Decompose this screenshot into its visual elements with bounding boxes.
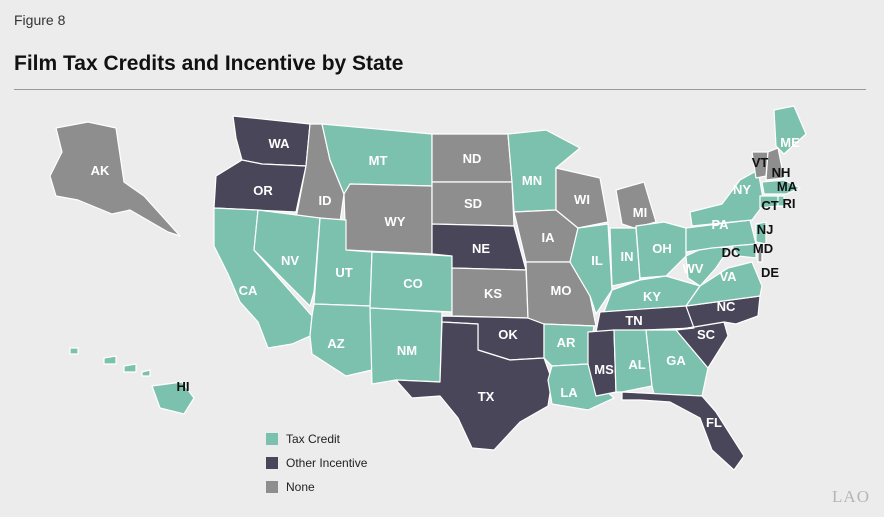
state-va (685, 261, 763, 307)
figure-title: Film Tax Credits and Incentive by State (14, 52, 404, 75)
state-label-nc: NC (717, 299, 736, 314)
state-nj (755, 221, 767, 245)
state-label-sc: SC (697, 327, 716, 342)
state-label-tn: TN (625, 313, 642, 328)
state-label-la: LA (560, 385, 578, 400)
state-label-ut: UT (335, 265, 352, 280)
state-label-ct: CT (761, 198, 778, 213)
state-label-or: OR (253, 183, 273, 198)
state-label-ga: GA (666, 353, 686, 368)
state-label-wa: WA (269, 136, 291, 151)
state-label-fl: FL (706, 415, 722, 430)
state-label-ny: NY (733, 182, 751, 197)
state-md (731, 243, 757, 259)
title-divider (14, 89, 866, 90)
state-label-wv: WV (683, 261, 704, 276)
state-fl (621, 391, 745, 471)
state-nh (765, 147, 785, 181)
state-label-ca: CA (239, 283, 258, 298)
state-me (773, 105, 807, 155)
state-de (757, 245, 763, 263)
legend-swatch (266, 481, 278, 493)
state-label-nm: NM (397, 343, 417, 358)
legend-item-tax-credit: Tax Credit (266, 427, 367, 451)
state-label-ia: IA (542, 230, 556, 245)
state-ms (587, 329, 617, 397)
state-label-mn: MN (522, 173, 542, 188)
state-label-sd: SD (464, 196, 482, 211)
state-il (569, 223, 613, 315)
state-label-pa: PA (711, 217, 729, 232)
state-label-ms: MS (594, 362, 614, 377)
state-label-mo: MO (551, 283, 572, 298)
state-label-ne: NE (472, 241, 490, 256)
state-label-az: AZ (327, 336, 344, 351)
state-label-il: IL (591, 253, 603, 268)
state-or (213, 159, 307, 213)
state-label-ri: RI (783, 196, 796, 211)
state-label-dc: DC (722, 245, 741, 260)
state-label-nj: NJ (757, 222, 774, 237)
state-label-ks: KS (484, 286, 502, 301)
figure-label: Figure 8 (14, 12, 66, 28)
state-label-tx: TX (478, 389, 495, 404)
legend-item-none: None (266, 475, 367, 499)
legend-swatch (266, 457, 278, 469)
state-hi (69, 347, 195, 415)
state-label-ok: OK (498, 327, 518, 342)
state-ri (777, 195, 785, 207)
state-label-me: ME (780, 135, 800, 150)
legend-item-other-incentive: Other Incentive (266, 451, 367, 475)
state-label-ky: KY (643, 289, 661, 304)
legend-label: Other Incentive (286, 456, 368, 470)
state-label-vt: VT (752, 155, 769, 170)
lao-logo: LAO (832, 487, 870, 506)
state-label-al: AL (628, 357, 645, 372)
state-label-wi: WI (574, 192, 590, 207)
legend-label: Tax Credit (286, 432, 341, 446)
legend: Tax Credit Other Incentive None (266, 427, 367, 499)
legend-label: None (286, 480, 315, 494)
state-label-ak: AK (91, 163, 110, 178)
state-label-in: IN (621, 249, 634, 264)
state-nv (253, 209, 321, 307)
state-label-mi: MI (633, 205, 647, 220)
state-label-id: ID (319, 193, 332, 208)
state-label-nv: NV (281, 253, 299, 268)
state-al (613, 329, 653, 393)
state-label-ar: AR (557, 335, 576, 350)
state-label-ma: MA (777, 179, 798, 194)
state-label-wy: WY (385, 214, 406, 229)
state-wi (555, 167, 609, 229)
state-wy (343, 183, 433, 255)
state-label-nd: ND (463, 151, 482, 166)
state-ak (49, 121, 181, 237)
legend-swatch (266, 433, 278, 445)
state-label-oh: OH (652, 241, 672, 256)
state-label-de: DE (761, 265, 779, 280)
state-ny (689, 169, 765, 227)
state-label-md: MD (753, 241, 773, 256)
state-nc (675, 295, 761, 331)
state-label-hi: HI (177, 379, 190, 394)
state-label-nh: NH (772, 165, 791, 180)
state-tx (395, 321, 553, 451)
state-label-va: VA (719, 269, 737, 284)
state-label-mt: MT (369, 153, 388, 168)
state-label-co: CO (403, 276, 423, 291)
state-ma (761, 179, 801, 195)
